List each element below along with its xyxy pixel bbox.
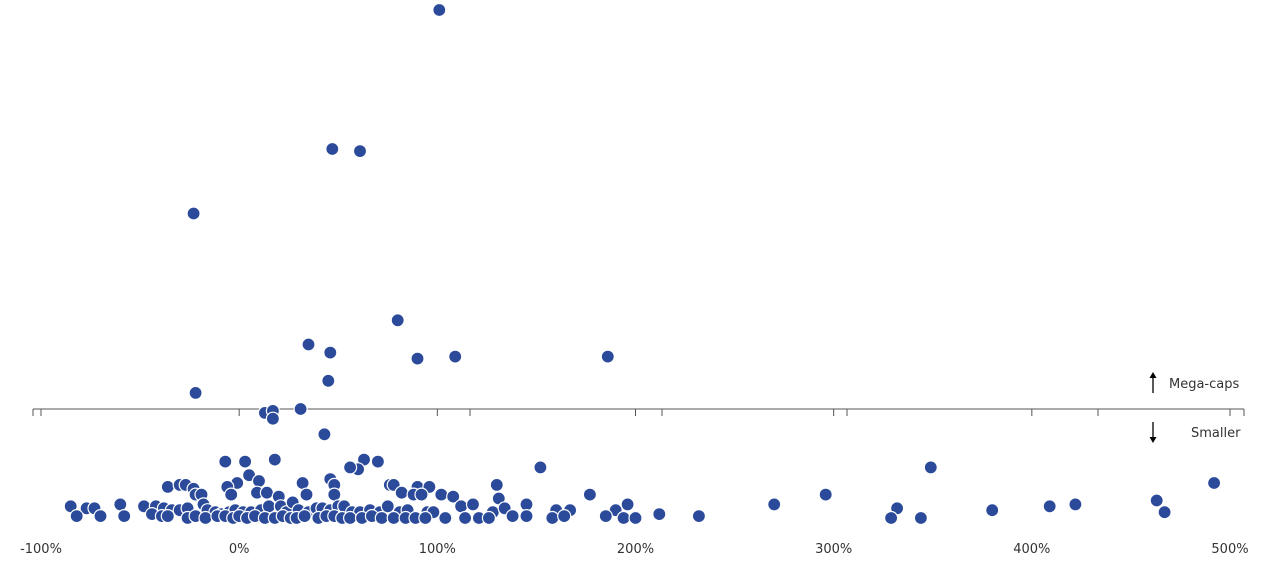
data-point: [465, 497, 481, 512]
data-point: [818, 487, 833, 502]
data-point: [325, 141, 340, 157]
data-point: [545, 510, 560, 526]
data-point: [489, 477, 504, 492]
data-point: [343, 510, 358, 526]
data-point: [297, 508, 312, 524]
data-point: [438, 510, 453, 526]
data-point: [985, 503, 1000, 518]
data-point: [113, 497, 128, 512]
data-point: [301, 337, 316, 352]
data-point: [293, 401, 308, 417]
data-point: [652, 506, 667, 522]
data-point: [481, 510, 496, 526]
data-point: [519, 508, 534, 524]
data-point: [160, 508, 175, 524]
x-tick-label: 0%: [229, 542, 250, 557]
data-point: [265, 411, 280, 426]
data-point: [343, 460, 358, 475]
arrow-up-head-icon: [1149, 372, 1157, 378]
data-point: [620, 497, 635, 512]
data-point: [390, 313, 405, 328]
data-point: [352, 144, 368, 159]
data-point: [505, 508, 520, 524]
data-point: [160, 479, 175, 494]
data-point: [598, 508, 613, 524]
data-point: [414, 487, 429, 502]
arrow-down-head-icon: [1149, 437, 1157, 443]
data-point: [261, 499, 276, 514]
data-point: [299, 487, 314, 502]
data-point: [434, 487, 449, 502]
data-point: [691, 508, 707, 524]
x-tick-label: -100%: [20, 542, 62, 557]
data-point: [913, 510, 929, 526]
data-point: [628, 510, 643, 526]
data-point: [323, 345, 338, 360]
data-point: [380, 499, 395, 514]
data-point: [533, 460, 548, 475]
annotation-layer: Mega-caps Smaller: [1149, 372, 1241, 443]
data-point: [218, 454, 233, 469]
data-point: [1206, 475, 1222, 491]
data-point: [238, 454, 253, 469]
data-point: [386, 510, 401, 526]
data-point: [186, 206, 201, 221]
x-tick-label: 500%: [1211, 542, 1248, 557]
data-point: [394, 485, 409, 500]
data-point: [1042, 499, 1057, 514]
data-point: [454, 499, 469, 514]
data-point: [519, 497, 534, 512]
x-axis-ticks: -100% 0% 100% 200% 300% 400% 500%: [20, 409, 1249, 557]
data-point: [418, 510, 433, 526]
data-point: [374, 510, 389, 526]
data-point: [767, 497, 782, 512]
x-tick-label: 100%: [419, 542, 456, 557]
data-point: [1157, 505, 1172, 520]
data-point: [446, 489, 461, 504]
data-point: [198, 510, 213, 526]
data-point: [458, 510, 473, 526]
data-point: [251, 473, 267, 489]
data-point: [582, 487, 598, 502]
data-point: [410, 351, 425, 366]
data-point: [448, 349, 463, 364]
data-point: [370, 454, 385, 469]
axis-layer: -100% 0% 100% 200% 300% 400% 500%: [20, 408, 1249, 557]
data-point: [1149, 493, 1164, 508]
annotation-mega-caps: Mega-caps: [1169, 377, 1239, 392]
data-point: [267, 452, 282, 467]
x-tick-label: 400%: [1013, 542, 1050, 557]
data-point: [259, 485, 274, 500]
data-point: [600, 349, 615, 364]
data-point: [224, 487, 239, 502]
data-point: [321, 373, 336, 388]
data-point: [923, 460, 938, 475]
data-point: [883, 510, 899, 526]
data-point: [432, 2, 447, 18]
data-point: [557, 508, 572, 524]
data-point: [1068, 497, 1083, 512]
annotation-smaller: Smaller: [1191, 426, 1241, 441]
data-point: [69, 508, 84, 524]
data-point: [117, 508, 132, 524]
x-tick-label: 300%: [815, 542, 852, 557]
points-layer: [63, 2, 1222, 526]
data-point: [327, 487, 342, 502]
data-point: [317, 427, 332, 442]
data-point: [188, 385, 203, 400]
data-point: [93, 508, 108, 524]
x-tick-label: 200%: [617, 542, 654, 557]
data-point: [616, 510, 631, 526]
